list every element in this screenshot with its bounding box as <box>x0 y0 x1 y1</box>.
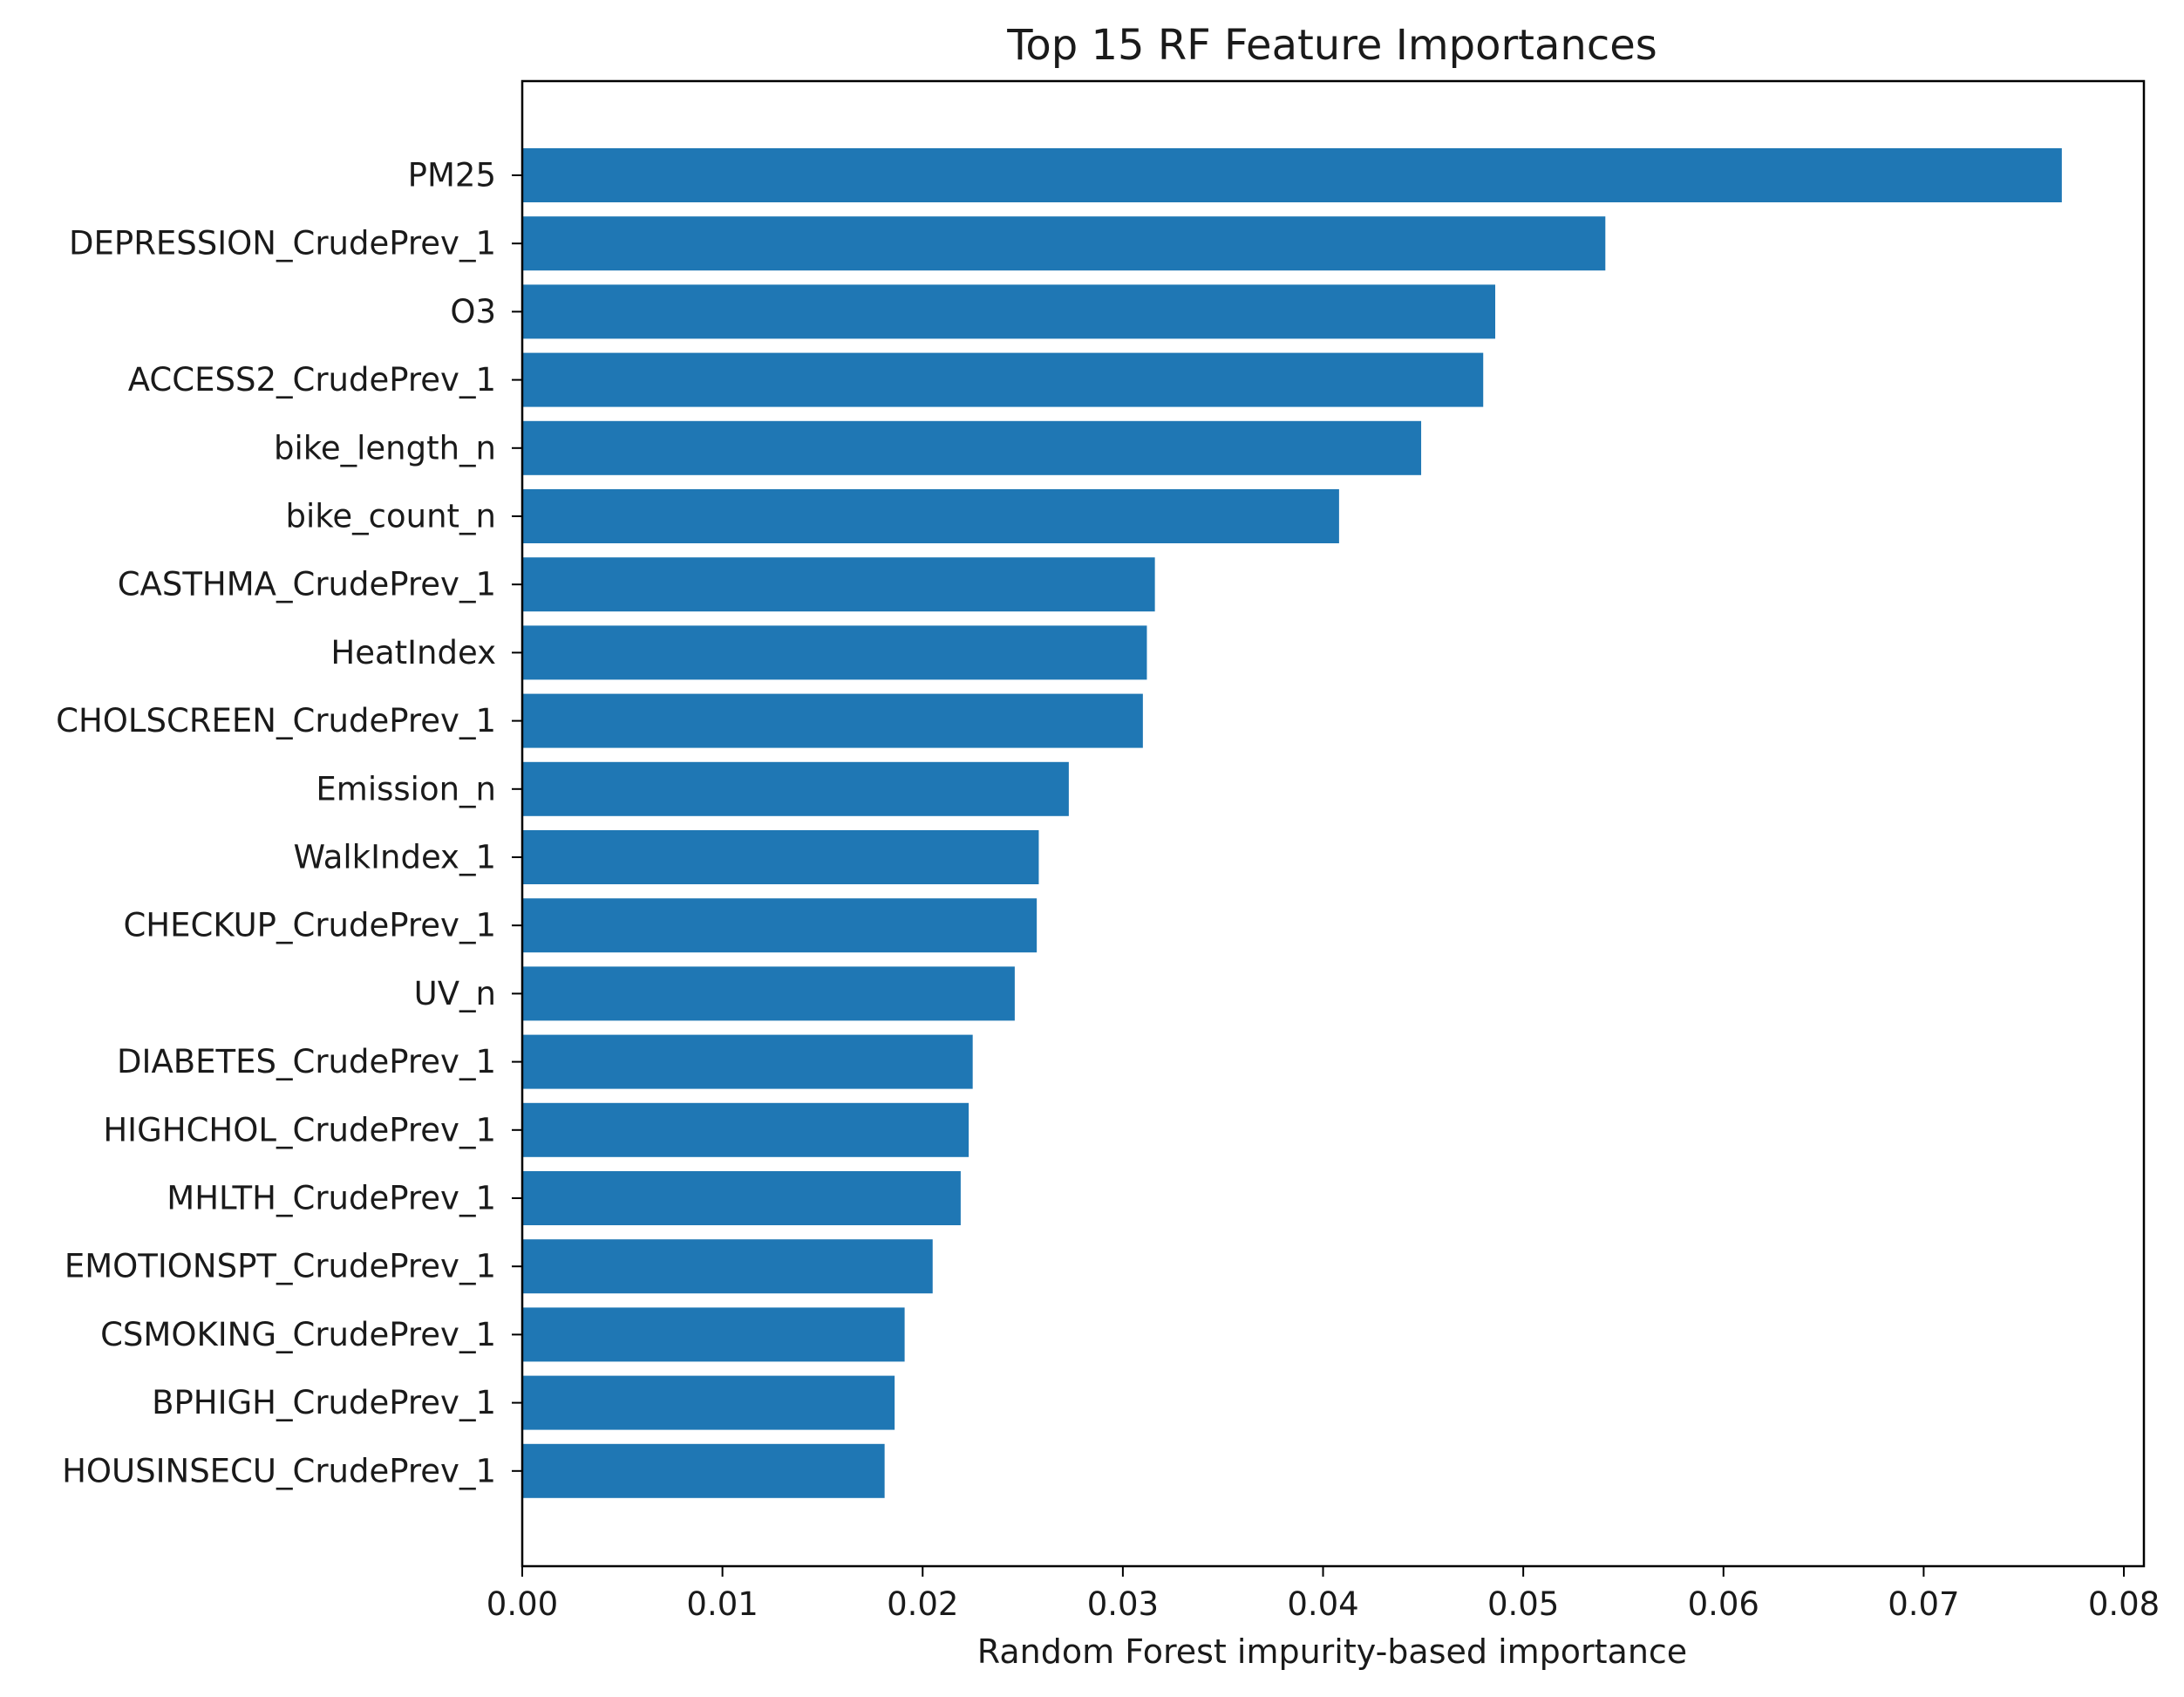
category-label: BPHIGH_CrudePrev_1 <box>152 1384 496 1421</box>
chart-title: Top 15 RF Feature Importances <box>1006 21 1657 70</box>
bar-depression-crudeprev-1 <box>522 216 1606 271</box>
category-label: DEPRESSION_CrudePrev_1 <box>69 225 496 262</box>
category-label: ACCESS2_CrudePrev_1 <box>128 361 496 399</box>
bar-bike-length-n <box>522 420 1422 475</box>
x-tick-label: 0.07 <box>1888 1585 1959 1623</box>
bar-bike-count-n <box>522 489 1339 543</box>
category-label: WalkIndex_1 <box>294 839 497 876</box>
bar-checkup-crudeprev-1 <box>522 898 1038 953</box>
bar-mhlth-crudeprev-1 <box>522 1171 961 1225</box>
category-label: UV_n <box>414 975 496 1012</box>
bar-bphigh-crudeprev-1 <box>522 1375 895 1430</box>
x-tick-label: 0.03 <box>1087 1585 1159 1623</box>
x-tick-label: 0.05 <box>1487 1585 1559 1623</box>
bar-walkindex-1 <box>522 830 1039 884</box>
bar-emission-n <box>522 761 1069 816</box>
bar-housinsecu-crudeprev-1 <box>522 1443 885 1498</box>
bar-highchol-crudeprev-1 <box>522 1102 970 1157</box>
category-label: PM25 <box>408 157 496 194</box>
category-label: CHOLSCREEN_CrudePrev_1 <box>56 702 496 739</box>
category-label: MHLTH_CrudePrev_1 <box>167 1180 496 1217</box>
category-label: CASTHMA_CrudePrev_1 <box>118 566 496 603</box>
bar-csmoking-crudeprev-1 <box>522 1307 905 1362</box>
category-label: bike_count_n <box>286 498 496 535</box>
x-tick-label: 0.06 <box>1688 1585 1759 1623</box>
x-tick-label: 0.01 <box>686 1585 758 1623</box>
bar-o3 <box>522 284 1495 339</box>
category-label: HIGHCHOL_CrudePrev_1 <box>103 1111 496 1148</box>
x-tick-label: 0.08 <box>2088 1585 2160 1623</box>
category-label: CSMOKING_CrudePrev_1 <box>100 1316 496 1353</box>
category-label: DIABETES_CrudePrev_1 <box>117 1043 496 1080</box>
bar-heatindex <box>522 625 1147 680</box>
category-label: CHECKUP_CrudePrev_1 <box>123 907 496 944</box>
bar-uv-n <box>522 966 1015 1021</box>
bar-emotionspt-crudeprev-1 <box>522 1239 933 1294</box>
bars-layer <box>522 148 2062 1498</box>
x-axis-ticks: 0.00 0.01 0.02 0.03 0.04 0.05 0.06 0.07 0.08 <box>486 1566 2160 1623</box>
category-label: HOUSINSECU_CrudePrev_1 <box>62 1452 496 1489</box>
bar-access2-crudeprev-1 <box>522 352 1484 407</box>
category-label: bike_length_n <box>274 429 496 467</box>
bar-casthma-crudeprev-1 <box>522 557 1155 612</box>
plot-frame <box>520 79 2146 1568</box>
bar-pm25 <box>522 148 2062 202</box>
bar-cholscreen-crudeprev-1 <box>522 693 1143 748</box>
x-tick-label: 0.04 <box>1287 1585 1358 1623</box>
x-tick-label: 0.00 <box>486 1585 558 1623</box>
bar-diabetes-crudeprev-1 <box>522 1034 973 1089</box>
x-tick-label: 0.02 <box>887 1585 958 1623</box>
category-label: HeatIndex <box>330 634 496 671</box>
x-axis-label: Random Forest impurity-based importance <box>977 1632 1687 1671</box>
category-label: EMOTIONSPT_CrudePrev_1 <box>65 1248 496 1285</box>
category-labels: PM25 DEPRESSION_CrudePrev_1 O3 ACCESS2_Crud… <box>56 157 522 1489</box>
category-label: Emission_n <box>316 770 496 808</box>
category-label: O3 <box>450 293 496 331</box>
